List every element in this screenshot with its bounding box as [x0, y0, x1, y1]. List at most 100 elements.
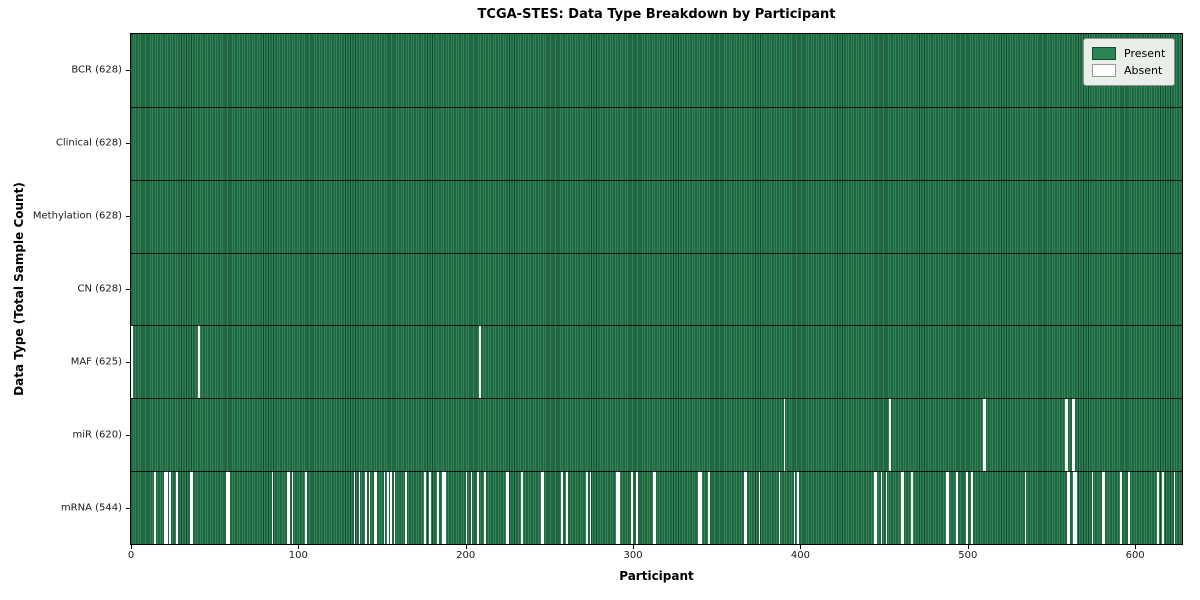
row-miR [131, 398, 1182, 472]
absent-stripe [910, 471, 913, 544]
absent-stripe [197, 325, 200, 399]
absent-stripe [1173, 471, 1176, 544]
absent-stripe [505, 471, 510, 544]
x-tick-mark [465, 545, 467, 549]
x-tick-label: 0 [127, 550, 135, 561]
absent-stripe [589, 471, 592, 544]
absent-stripe [946, 471, 950, 544]
absent-stripe [1091, 471, 1094, 544]
x-tick-label: 200 [456, 550, 476, 561]
x-tick-label: 400 [790, 550, 810, 561]
absent-stripe [368, 471, 371, 544]
absent-stripe [393, 471, 396, 544]
absent-stripe [631, 471, 634, 544]
absent-stripe [874, 471, 878, 544]
y-tick-mark [126, 70, 130, 72]
absent-stripe [900, 471, 905, 544]
absent-stripe [1024, 471, 1027, 544]
absent-stripe [353, 471, 356, 544]
absent-stripe [1066, 471, 1070, 544]
x-tick-mark [131, 545, 132, 549]
row-divider [131, 252, 1182, 254]
absent-stripe [982, 398, 987, 472]
x-axis-title: Participant [619, 569, 694, 583]
y-tick-label: miR (620) [72, 429, 122, 441]
row-MAF [131, 325, 1182, 399]
y-tick-label: Clinical (628) [55, 137, 122, 149]
row-divider [131, 179, 1182, 181]
absent-stripe [305, 471, 307, 544]
row-BCR [131, 34, 1182, 107]
row-divider [131, 325, 1182, 327]
legend: Present Absent [1083, 38, 1175, 86]
absent-stripe [169, 471, 172, 544]
absent-stripe [1071, 398, 1075, 472]
absent-stripe [889, 398, 891, 472]
legend-item-present: Present [1092, 45, 1166, 62]
y-tick-mark [126, 361, 130, 363]
y-tick-mark [126, 434, 130, 436]
absent-stripe [437, 471, 439, 544]
row-Clinical [131, 107, 1182, 180]
absent-stripe [698, 471, 702, 544]
legend-label-absent: Absent [1124, 64, 1163, 77]
y-tick-label: mRNA (544) [60, 502, 122, 514]
absent-stripe [131, 325, 133, 399]
absent-stripe [387, 471, 389, 544]
absent-stripe [561, 471, 563, 544]
absent-stripe [793, 471, 796, 544]
absent-stripe [653, 471, 657, 544]
absent-stripe [465, 471, 468, 544]
row-mRNA [131, 471, 1182, 544]
absent-stripe [880, 471, 883, 544]
absent-stripe [286, 471, 290, 544]
x-tick-mark [298, 545, 300, 549]
absent-stripe [708, 471, 711, 544]
absent-stripe [1156, 471, 1159, 544]
absent-stripe [1120, 471, 1122, 544]
absent-stripe [616, 471, 620, 544]
absent-stripe [1064, 398, 1069, 472]
absent-stripe [189, 471, 193, 544]
absent-stripe [1128, 471, 1131, 544]
absent-stripe [797, 471, 799, 544]
present-swatch-icon [1092, 47, 1116, 60]
y-tick-mark [126, 507, 130, 509]
x-tick-mark [633, 545, 635, 549]
absent-stripe [164, 471, 168, 544]
absent-stripe [566, 471, 568, 544]
absent-stripe [479, 325, 481, 399]
absent-stripe [586, 471, 588, 544]
absent-stripe [423, 471, 426, 544]
absent-stripe [271, 471, 274, 544]
row-Methylation [131, 180, 1182, 253]
x-tick-mark [967, 545, 969, 549]
row-divider [131, 471, 1182, 473]
legend-item-absent: Absent [1092, 62, 1166, 79]
absent-stripe [1073, 471, 1077, 544]
row-divider [131, 398, 1182, 400]
absent-stripe [966, 471, 968, 544]
absent-swatch-icon [1092, 64, 1116, 77]
absent-stripe [226, 471, 230, 544]
absent-stripe [390, 471, 393, 544]
x-tick-mark [800, 545, 802, 549]
y-tick-mark [126, 289, 130, 290]
legend-label-present: Present [1124, 47, 1166, 60]
absent-stripe [291, 471, 294, 544]
absent-stripe [758, 471, 761, 544]
absent-stripe [743, 471, 747, 544]
x-tick-mark [1135, 545, 1137, 549]
y-tick-mark [126, 143, 130, 145]
absent-stripe [442, 471, 446, 544]
absent-stripe [428, 471, 431, 544]
absent-stripe [956, 471, 958, 544]
chart-title: TCGA-STES: Data Type Breakdown by Partic… [477, 7, 836, 22]
x-tick-label: 600 [1125, 550, 1145, 561]
y-tick-label: CN (628) [77, 283, 122, 295]
absent-stripe [885, 471, 888, 544]
absent-stripe [154, 471, 157, 544]
x-tick-label: 500 [958, 550, 978, 561]
absent-stripe [1161, 471, 1164, 544]
